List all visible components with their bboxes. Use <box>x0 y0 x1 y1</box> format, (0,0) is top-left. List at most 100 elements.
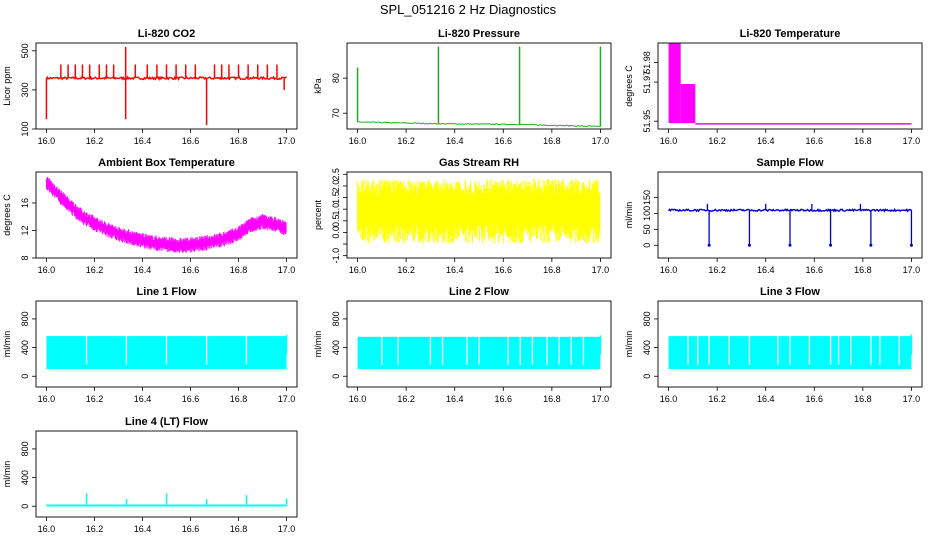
y-tick-label: 400 <box>331 340 341 355</box>
pressure-trace <box>357 121 601 128</box>
y-axis-label: degrees C <box>2 194 12 236</box>
x-tick-label: 17.0 <box>592 394 610 404</box>
y-tick-label: 80 <box>331 73 341 83</box>
x-tick-label: 16.8 <box>543 394 561 404</box>
figure-title: SPL_051216 2 Hz Diagnostics <box>380 2 557 17</box>
series-sample-flow <box>668 203 913 247</box>
y-tick-label: 0 <box>20 374 30 379</box>
plot-frame <box>346 171 612 259</box>
y-tick-label: 51.95 <box>642 110 652 133</box>
x-tick-label: 17.0 <box>278 524 296 534</box>
flow-dip-point <box>909 243 913 247</box>
x-tick-label: 16.6 <box>806 394 824 404</box>
x-tick-label: 16.4 <box>134 265 152 275</box>
y-tick-label: 800 <box>642 311 652 326</box>
x-tick-label: 17.0 <box>278 136 296 146</box>
plot-frame <box>35 300 298 388</box>
x-tick-label: 16.4 <box>446 265 464 275</box>
x-tick-label: 16.0 <box>38 265 56 275</box>
x-tick-label: 16.2 <box>397 136 415 146</box>
x-tick-label: 16.6 <box>495 136 513 146</box>
x-tick-label: 16.2 <box>708 136 726 146</box>
chart-panel-4: Ambient Box Temperature degrees C 16.0 16.2… <box>2 157 298 275</box>
y-tick-label: 0 <box>642 243 652 248</box>
x-tick-label: 16.8 <box>543 265 561 275</box>
x-tick-label: 16.6 <box>182 524 200 534</box>
flow-dip-point <box>707 243 711 247</box>
x-tick-label: 16.8 <box>854 394 872 404</box>
y-tick-label: 0.0 <box>331 226 341 239</box>
x-tick-label: 16.8 <box>230 136 248 146</box>
temperature-block <box>668 43 681 124</box>
y-tick-label: 800 <box>331 311 341 326</box>
x-tick-label: 16.8 <box>854 265 872 275</box>
x-tick-label: 16.0 <box>349 265 367 275</box>
x-tick-label: 16.8 <box>230 265 248 275</box>
x-tick-label: 16.0 <box>349 394 367 404</box>
y-tick-label: 8 <box>20 255 30 260</box>
x-tick-label: 16.8 <box>854 136 872 146</box>
x-tick-label: 16.2 <box>708 265 726 275</box>
chart-title: Line 2 Flow <box>449 286 509 298</box>
y-tick-label: 800 <box>20 311 30 326</box>
x-tick-label: 16.4 <box>134 394 152 404</box>
x-tick-label: 16.2 <box>86 136 104 146</box>
y-tick-label: 100 <box>642 206 652 221</box>
x-tick-label: 16.6 <box>182 265 200 275</box>
y-tick-label: 0 <box>642 374 652 379</box>
chart-panel-3: Li-820 Temperature degrees C 16.0 16.2 16.4 1… <box>624 28 923 146</box>
x-tick-label: 17.0 <box>903 265 921 275</box>
series-line-3 <box>668 334 913 370</box>
x-tick-label: 17.0 <box>278 394 296 404</box>
x-tick-label: 16.2 <box>86 524 104 534</box>
flow-dip-point <box>788 243 792 247</box>
x-tick-label: 16.0 <box>660 394 678 404</box>
y-axis-label: ml/min <box>313 331 323 358</box>
x-tick-label: 16.6 <box>495 265 513 275</box>
x-tick-label: 17.0 <box>592 265 610 275</box>
plot-frame <box>35 430 298 518</box>
chart-title: Line 1 Flow <box>137 286 197 298</box>
y-tick-label: 50 <box>642 224 652 234</box>
x-tick-label: 16.0 <box>349 136 367 146</box>
plot-frame <box>657 171 923 259</box>
plot-frame <box>657 42 923 130</box>
x-tick-label: 16.6 <box>182 136 200 146</box>
chart-panel-10: Line 4 (LT) Flow ml/min 16.0 16.2 16.4 16.6 16… <box>2 416 298 534</box>
x-tick-label: 16.4 <box>757 394 775 404</box>
y-tick-label: 51.98 <box>642 51 652 74</box>
x-tick-label: 16.8 <box>230 524 248 534</box>
chart-panel-9: Line 3 Flow ml/min 16.0 16.2 16.4 16.6 16.8 17.… <box>624 286 923 404</box>
x-tick-label: 16.2 <box>86 265 104 275</box>
x-tick-label: 16.4 <box>134 136 152 146</box>
x-tick-label: 17.0 <box>278 265 296 275</box>
x-tick-label: 17.0 <box>903 394 921 404</box>
x-tick-label: 16.6 <box>806 136 824 146</box>
x-tick-label: 16.4 <box>446 136 464 146</box>
chart-panel-8: Line 2 Flow ml/min 16.0 16.2 16.4 16.6 16.8 17.… <box>313 286 612 404</box>
x-tick-label: 16.0 <box>38 394 56 404</box>
x-tick-label: 16.4 <box>134 524 152 534</box>
x-tick-label: 16.2 <box>86 394 104 404</box>
y-tick-label: 2.0 <box>331 180 341 193</box>
y-tick-label: 800 <box>20 441 30 456</box>
flow-dip-point <box>869 243 873 247</box>
flow-dip-point <box>829 243 833 247</box>
y-axis-label: percent <box>313 199 323 230</box>
y-tick-label: 400 <box>20 470 30 485</box>
chart-panel-1: Li-820 CO2 Licor ppm 16.0 16.2 16.4 16.6 16.8 1… <box>2 28 298 146</box>
plot-frame <box>35 171 298 259</box>
plot-frame <box>35 42 298 130</box>
y-tick-label: 1.0 <box>331 203 341 216</box>
series-temperature <box>668 43 912 125</box>
x-tick-label: 16.2 <box>397 265 415 275</box>
x-tick-label: 16.2 <box>708 394 726 404</box>
y-tick-label: 0.5 <box>331 215 341 228</box>
plot-frame <box>657 300 923 388</box>
x-tick-label: 16.8 <box>230 394 248 404</box>
chart-title: Sample Flow <box>756 157 824 169</box>
y-tick-label: -1.0 <box>331 248 341 264</box>
y-tick-label: 300 <box>20 82 30 97</box>
x-tick-label: 16.8 <box>543 136 561 146</box>
series-line-2 <box>357 335 602 370</box>
